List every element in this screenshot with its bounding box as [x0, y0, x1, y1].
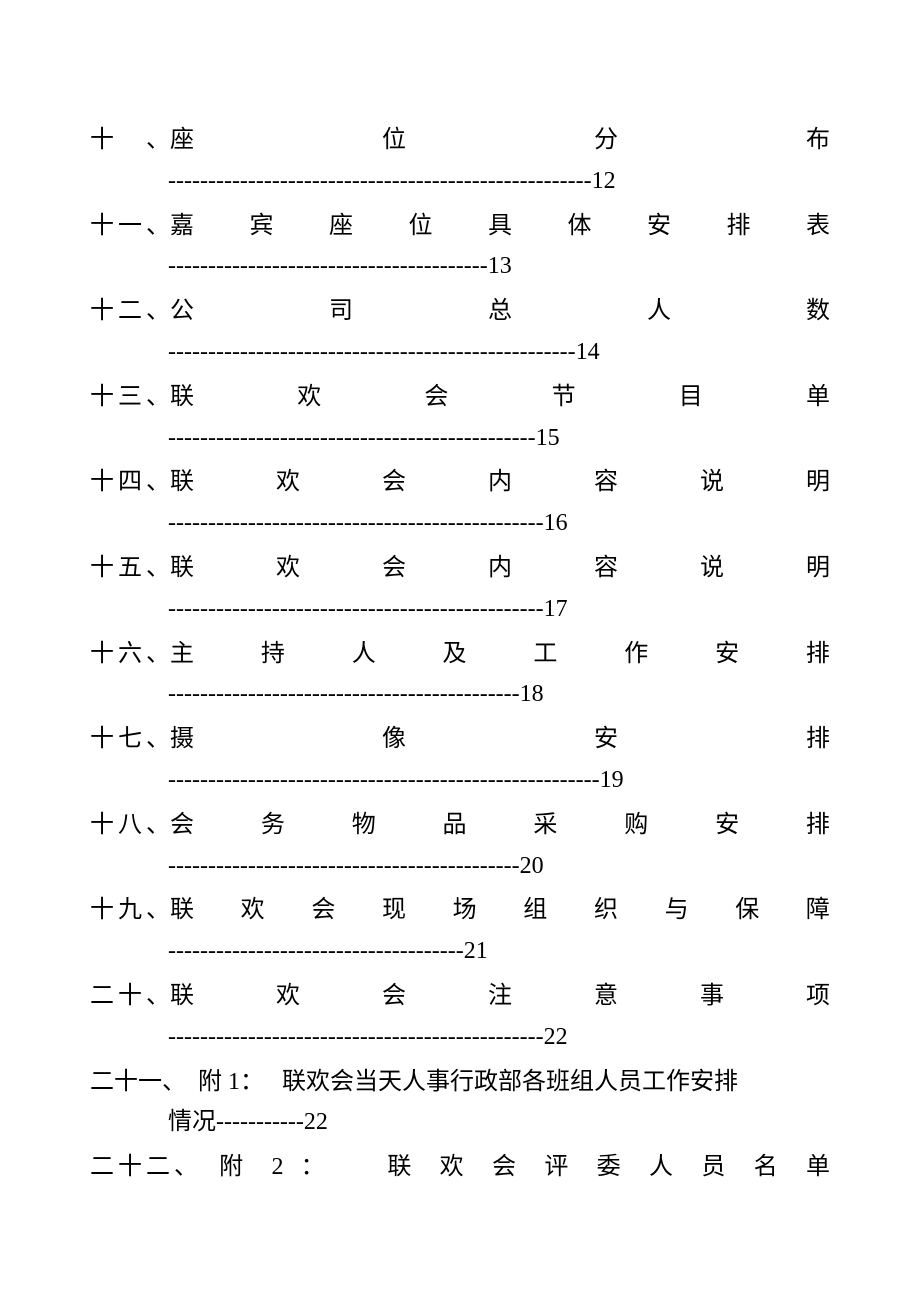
entry-dashes: ----------------------------------------… [90, 503, 830, 544]
entry-title-line1: 附 1： 联欢会当天人事行政部各班组人员工作安排 [186, 1062, 738, 1103]
entry-dashes: ----------------------------------------… [90, 418, 830, 459]
toc-entry-10: 十、 座 位 分 布 -----------------------------… [90, 120, 830, 202]
toc-entry-17: 十七、 摄 像 安 排 ----------------------------… [90, 719, 830, 801]
entry-dashes: ----------------------------------------… [90, 246, 830, 287]
entry-title: 会 务 物 品 采 购 安 排 [170, 805, 830, 846]
entry-dashes: ----------------------------------------… [90, 589, 830, 630]
entry-number: 十一、 [90, 206, 170, 247]
entry-title: 座 位 分 布 [170, 120, 830, 161]
entry-dashes: ----------------------------------------… [90, 1017, 830, 1058]
entry-title: 嘉 宾 座 位 具 体 安 排 表 [170, 206, 830, 247]
entry-number: 十六、 [90, 634, 170, 675]
entry-title: 联 欢 会 内 容 说 明 [170, 548, 830, 589]
toc-entry-15: 十五、 联 欢 会 内 容 说 明 ----------------------… [90, 548, 830, 630]
entry-number: 十八、 [90, 805, 170, 846]
entry-dashes: -------------------------------------21 [90, 931, 830, 972]
entry-number: 二十一、 [90, 1062, 186, 1103]
entry-number: 十九、 [90, 890, 170, 931]
entry-number: 十二、 [90, 291, 170, 332]
entry-title: 公 司 总 人 数 [170, 291, 830, 332]
toc-entry-18: 十八、 会 务 物 品 采 购 安 排 --------------------… [90, 805, 830, 887]
entry-title: 联 欢 会 节 目 单 [170, 377, 830, 418]
entry-title: 联 欢 会 注 意 事 项 [170, 976, 830, 1017]
entry-title: 联 欢 会 内 容 说 明 [170, 462, 830, 503]
entry-dashes: ----------------------------------------… [90, 674, 830, 715]
entry-dashes: ----------------------------------------… [90, 760, 830, 801]
entry-number: 二十二、 [90, 1147, 202, 1188]
entry-number: 十四、 [90, 462, 170, 503]
entry-dashes: ----------------------------------------… [90, 846, 830, 887]
entry-title: 主 持 人 及 工 作 安 排 [170, 634, 830, 675]
entry-number: 十五、 [90, 548, 170, 589]
table-of-contents: 十、 座 位 分 布 -----------------------------… [90, 120, 830, 1188]
entry-dashes: ----------------------------------------… [90, 332, 830, 373]
toc-entry-21: 二十一、 附 1： 联欢会当天人事行政部各班组人员工作安排 情况--------… [90, 1062, 830, 1144]
entry-number: 十七、 [90, 719, 170, 760]
toc-entry-22: 二十二、 附 2 ： 联 欢 会 评 委 人 员 名 单 [90, 1147, 830, 1188]
toc-entry-20: 二十、 联 欢 会 注 意 事 项 ----------------------… [90, 976, 830, 1058]
toc-entry-13: 十三、 联 欢 会 节 目 单 ------------------------… [90, 377, 830, 459]
toc-entry-11: 十一、 嘉 宾 座 位 具 体 安 排 表 ------------------… [90, 206, 830, 288]
toc-entry-14: 十四、 联 欢 会 内 容 说 明 ----------------------… [90, 462, 830, 544]
entry-number: 十、 [90, 120, 170, 161]
entry-number: 二十、 [90, 976, 170, 1017]
toc-entry-12: 十二、 公 司 总 人 数 --------------------------… [90, 291, 830, 373]
entry-title: 附 2 ： 联 欢 会 评 委 人 员 名 单 [202, 1147, 830, 1188]
entry-number: 十三、 [90, 377, 170, 418]
entry-title: 摄 像 安 排 [170, 719, 830, 760]
entry-title: 联 欢 会 现 场 组 织 与 保 障 [170, 890, 830, 931]
toc-entry-19: 十九、 联 欢 会 现 场 组 织 与 保 障 ----------------… [90, 890, 830, 972]
toc-entry-16: 十六、 主 持 人 及 工 作 安 排 --------------------… [90, 634, 830, 716]
entry-title-line2: 情况-----------22 [90, 1102, 830, 1143]
entry-dashes: ----------------------------------------… [90, 161, 830, 202]
